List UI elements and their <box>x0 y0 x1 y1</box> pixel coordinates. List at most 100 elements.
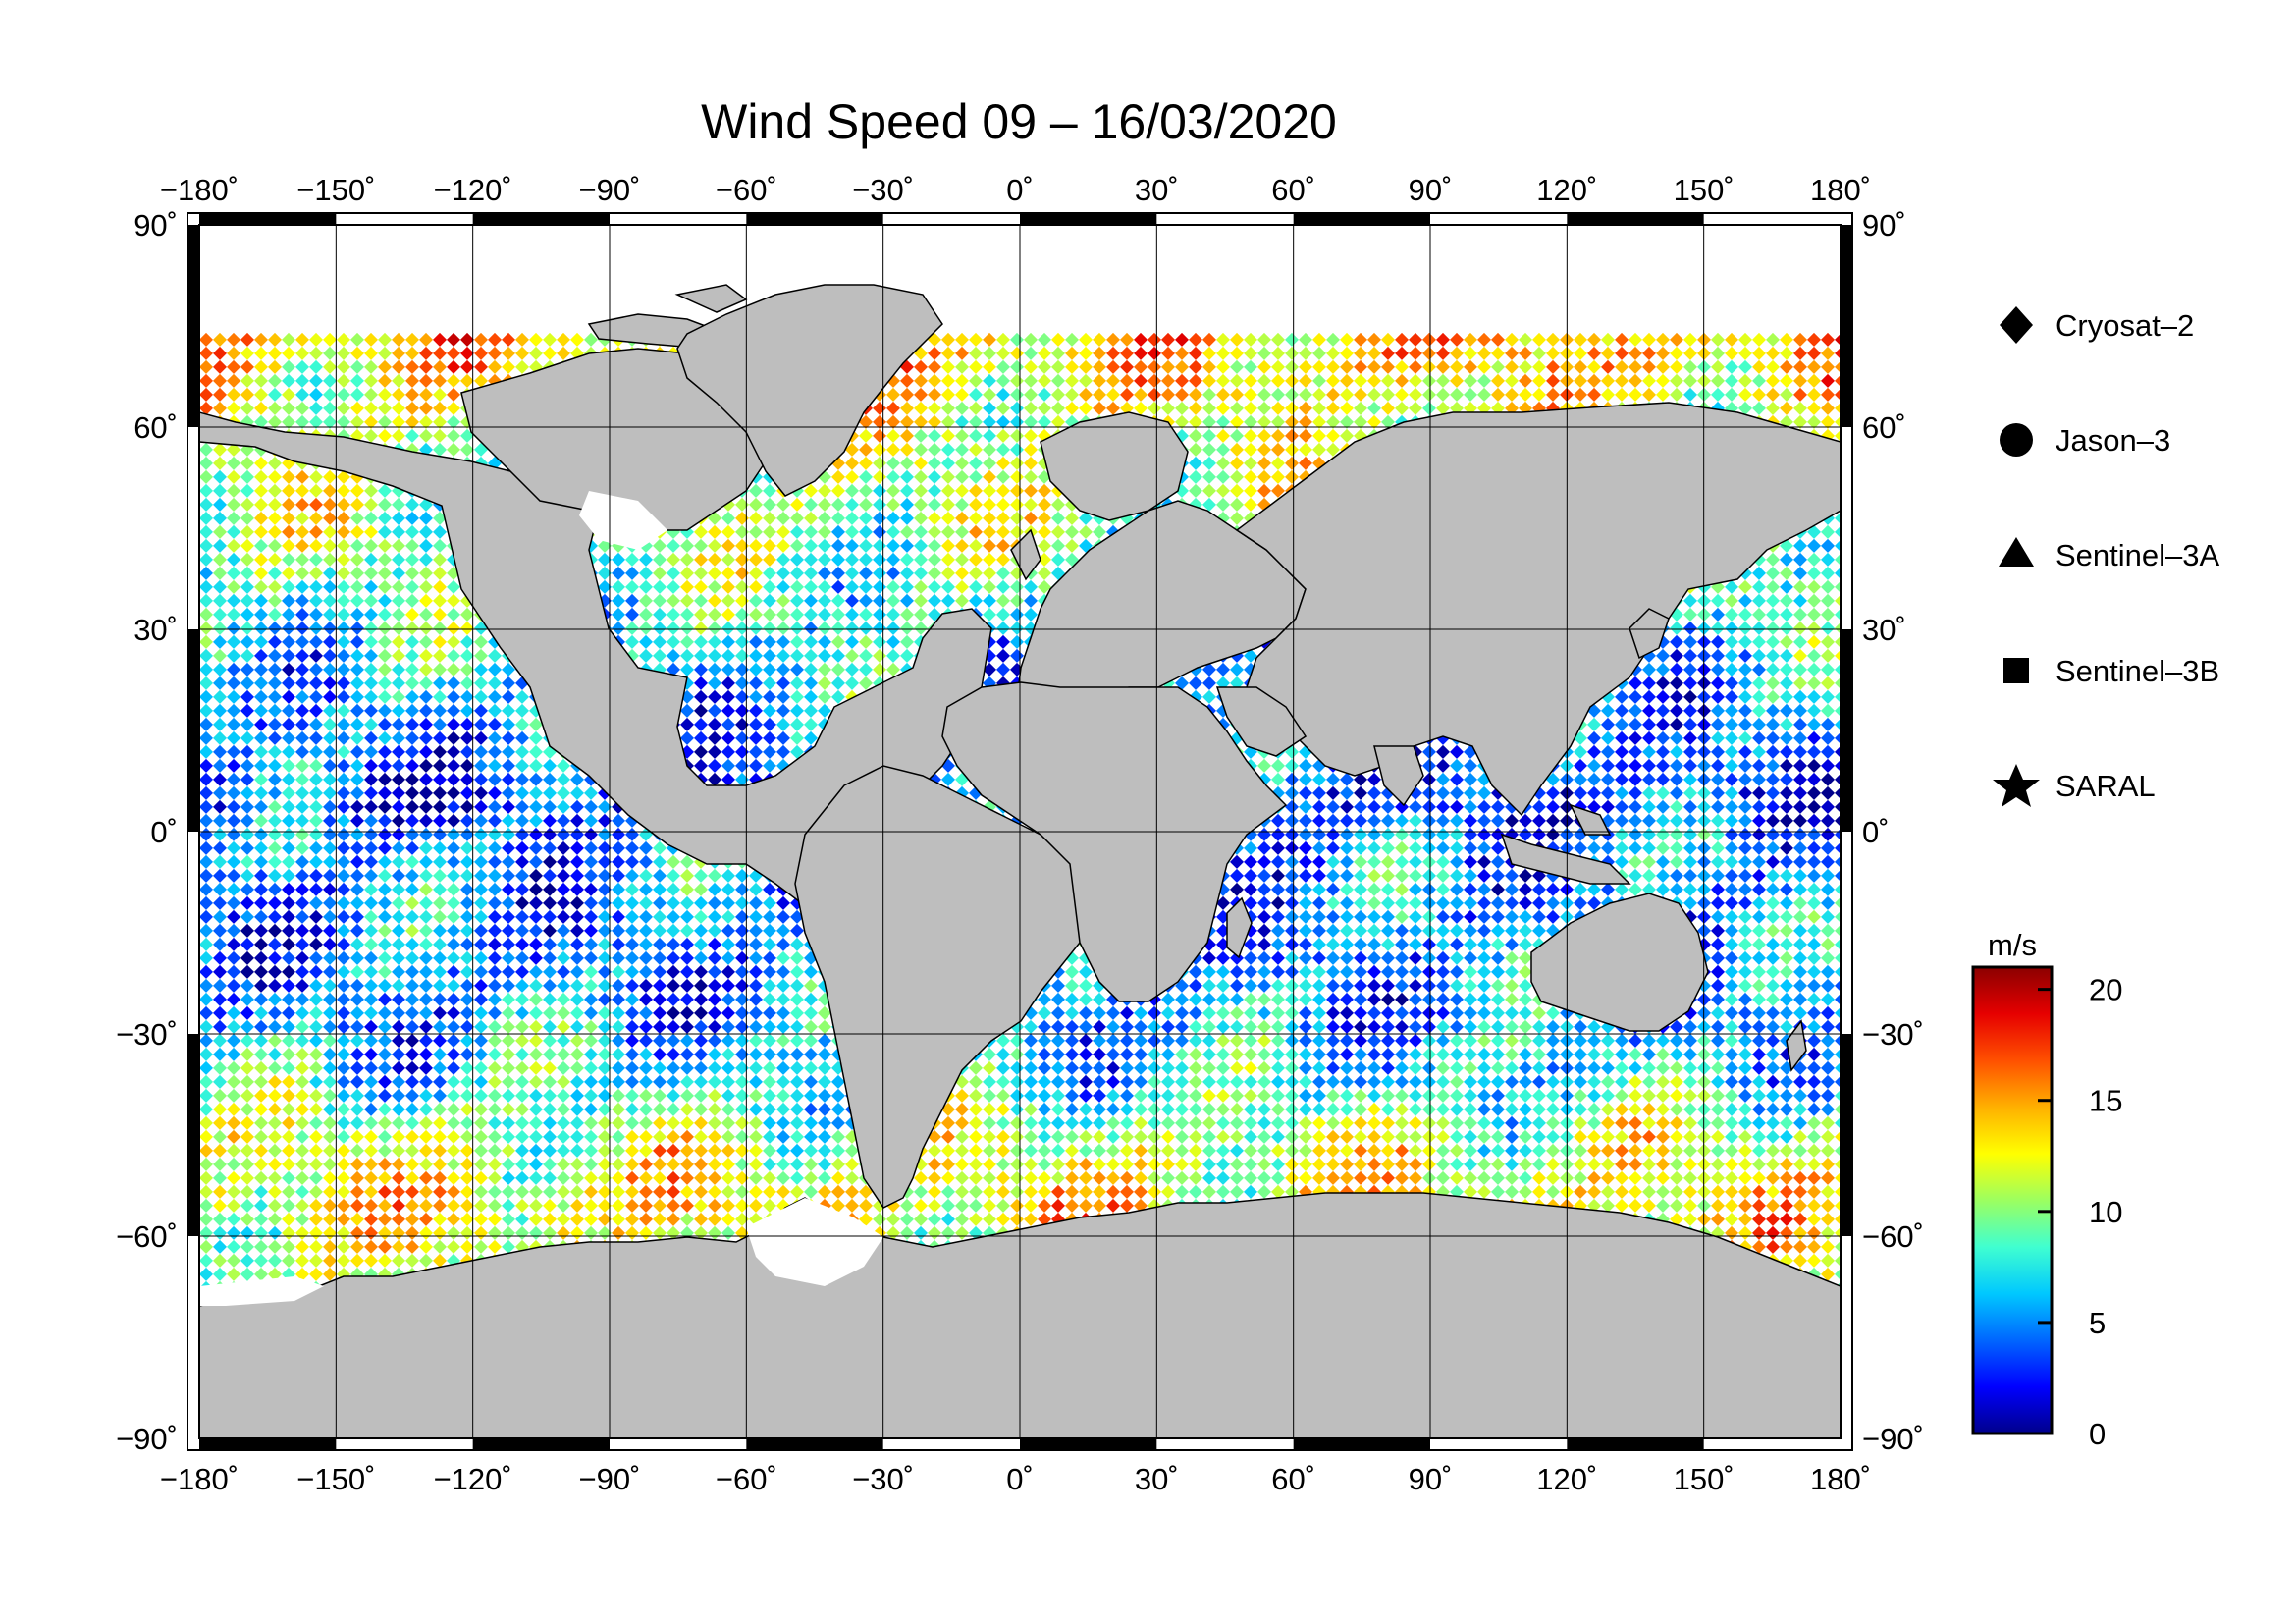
wind-swath-cell <box>254 456 268 470</box>
wind-swath-cell <box>1670 346 1683 360</box>
wind-swath-cell <box>254 332 268 347</box>
wind-swath-cell <box>323 497 337 512</box>
wind-swath-cell <box>969 456 983 470</box>
wind-swath-cell <box>240 359 254 374</box>
wind-swath-cell <box>1038 359 1051 374</box>
wind-swath-cell <box>1381 414 1395 429</box>
wind-swath-cell <box>928 456 941 470</box>
wind-swath-cell <box>295 387 309 402</box>
wind-swath-cell <box>1216 401 1230 415</box>
wind-swath-cell <box>488 346 502 360</box>
wind-swath-cell <box>1629 359 1642 374</box>
wind-swath-cell <box>845 538 859 553</box>
wind-swath-cell <box>282 497 295 512</box>
wind-swath-cell <box>295 524 309 539</box>
wind-swath-cell <box>213 469 227 484</box>
wind-swath-cell <box>1422 346 1436 360</box>
wind-swath-cell <box>625 552 639 567</box>
wind-swath-cell <box>886 524 900 539</box>
wind-swath-cell <box>1024 387 1038 402</box>
wind-swath-cell <box>1271 428 1285 443</box>
wind-swath-cell <box>831 511 845 525</box>
wind-swath-cell <box>323 359 337 374</box>
wind-swath-cell <box>1587 387 1601 402</box>
wind-swath-cell <box>1546 373 1560 388</box>
wind-swath-cell <box>199 511 213 525</box>
wind-swath-cell <box>240 497 254 512</box>
wind-swath-cell <box>1216 414 1230 429</box>
wind-swath-cell <box>268 538 282 553</box>
wind-swath-cell <box>295 414 309 429</box>
wind-swath-cell <box>1381 359 1395 374</box>
wind-swath-cell <box>1038 552 1051 567</box>
wind-swath-cell <box>268 456 282 470</box>
wind-swath-cell <box>845 442 859 457</box>
wind-swath-cell <box>983 442 996 457</box>
wind-swath-cell <box>996 552 1010 567</box>
wind-swath-cell <box>1285 346 1299 360</box>
wind-swath-cell <box>914 373 928 388</box>
wind-swath-cell <box>1752 387 1766 402</box>
wind-swath-cell <box>941 373 955 388</box>
wind-swath-cell <box>1436 359 1450 374</box>
wind-swath-cell <box>941 456 955 470</box>
wind-swath-cell <box>914 524 928 539</box>
wind-swath-cell <box>955 414 969 429</box>
wind-swath-cell <box>309 359 323 374</box>
wind-swath-cell <box>914 469 928 484</box>
wind-swath-cell <box>227 387 240 402</box>
wind-swath-cell <box>969 442 983 457</box>
wind-swath-cell <box>1079 359 1093 374</box>
wind-swath-cell <box>969 332 983 347</box>
wind-swath-cell <box>460 373 474 388</box>
wind-swath-cell <box>735 538 749 553</box>
wind-swath-cell <box>1656 387 1670 402</box>
wind-swath-cell <box>460 359 474 374</box>
wind-swath-cell <box>1409 346 1422 360</box>
wind-swath-cell <box>1244 346 1257 360</box>
wind-swath-cell <box>928 469 941 484</box>
wind-swath-cell <box>378 524 392 539</box>
wind-swath-cell <box>213 401 227 415</box>
wind-swath-cell <box>1189 442 1202 457</box>
wind-swath-cell <box>1738 401 1752 415</box>
wind-swath-cell <box>323 332 337 347</box>
wind-swath-cell <box>1340 387 1354 402</box>
wind-swath-cell <box>337 346 350 360</box>
wind-swath-cell <box>515 346 529 360</box>
wind-swath-cell <box>1738 387 1752 402</box>
wind-swath-cell <box>1024 414 1038 429</box>
wind-swath-cell <box>1120 373 1134 388</box>
wind-swath-cell <box>1807 346 1821 360</box>
wind-swath-cell <box>1683 332 1697 347</box>
wind-swath-cell <box>295 332 309 347</box>
wind-swath-cell <box>1038 497 1051 512</box>
wind-swath-cell <box>433 524 447 539</box>
wind-swath-cell <box>502 332 515 347</box>
wind-swath-cell <box>557 346 570 360</box>
wind-swath-cell <box>1051 387 1065 402</box>
wind-swath-cell <box>1670 359 1683 374</box>
wind-swath-cell <box>1354 346 1367 360</box>
wind-swath-cell <box>419 538 433 553</box>
wind-swath-cell <box>928 401 941 415</box>
wind-swath-cell <box>1326 373 1340 388</box>
wind-swath-cell <box>199 483 213 498</box>
wind-swath-cell <box>1285 359 1299 374</box>
wind-swath-cell <box>1381 401 1395 415</box>
wind-swath-cell <box>941 538 955 553</box>
wind-swath-cell <box>529 332 543 347</box>
wind-swath-cell <box>474 359 488 374</box>
wind-swath-cell <box>1189 456 1202 470</box>
wind-swath-cell <box>364 332 378 347</box>
wind-swath-cell <box>1065 524 1079 539</box>
wind-swath-cell <box>337 511 350 525</box>
wind-swath-cell <box>213 332 227 347</box>
wind-swath-cell <box>227 469 240 484</box>
wind-swath-cell <box>886 469 900 484</box>
wind-swath-cell <box>1546 359 1560 374</box>
wind-swath-cell <box>996 524 1010 539</box>
wind-swath-cell <box>1780 387 1793 402</box>
wind-swath-cell <box>1257 469 1271 484</box>
wind-swath-cell <box>1835 415 1841 428</box>
